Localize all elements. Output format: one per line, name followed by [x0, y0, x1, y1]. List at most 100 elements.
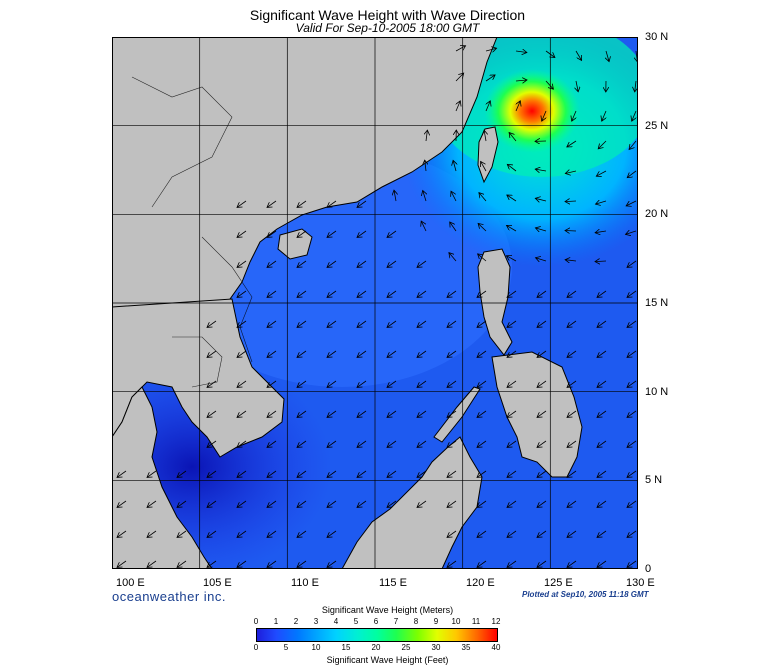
wave-arrow [387, 410, 397, 417]
wave-arrow [147, 470, 157, 477]
wave-arrow [565, 231, 577, 232]
wave-arrow [537, 410, 547, 417]
lat-label: 5 N [645, 474, 663, 486]
land-hainan [277, 228, 313, 260]
wave-arrow [627, 260, 637, 267]
wave-arrow [567, 320, 577, 327]
lat-label: 15 N [645, 297, 669, 309]
wave-arrow [327, 500, 337, 507]
lon-label: 100 E [116, 577, 145, 589]
wave-arrow [629, 140, 637, 150]
wave-arrow [207, 410, 217, 417]
wave-arrow [567, 470, 577, 477]
wave-arrow [597, 350, 607, 357]
colorbar-feet-tick: 5 [283, 643, 289, 652]
wave-arrow [602, 110, 606, 121]
wave-arrow [237, 530, 247, 537]
colorbar [256, 628, 498, 642]
colorbar-feet-tick: 35 [461, 643, 471, 652]
lat-label: 20 N [645, 208, 669, 220]
wave-arrow [477, 440, 487, 447]
wave-arrow [567, 500, 577, 507]
wave-arrow [297, 470, 307, 477]
wave-arrow [177, 560, 187, 567]
plot-timestamp: Plotted at Sep10, 2005 11:18 GMT [522, 590, 649, 599]
colorbar-feet-tick: 10 [311, 643, 321, 652]
wave-arrow [453, 160, 456, 172]
wave-arrow [486, 101, 490, 112]
wave-arrow [477, 530, 487, 537]
wave-arrow [627, 560, 637, 567]
colorbar-feet-tick: 30 [431, 643, 441, 652]
wave-arrow [207, 500, 217, 507]
wave-arrow [537, 560, 547, 567]
wave-arrow [627, 470, 637, 477]
wave-arrow [207, 470, 217, 477]
wave-arrow [207, 530, 217, 537]
wave-arrow [565, 171, 577, 174]
wave-arrow [567, 380, 577, 387]
colorbar-meter-tick: 12 [491, 617, 501, 626]
wave-arrow [267, 290, 277, 297]
colorbar-title-meters: Significant Wave Height (Meters) [321, 605, 454, 615]
wave-arrow [447, 380, 457, 387]
colorbar-meter-tick: 11 [471, 617, 481, 626]
wave-arrow [147, 560, 157, 567]
wave-arrow [327, 260, 337, 267]
wave-arrow [267, 350, 277, 357]
wave-arrow [327, 440, 337, 447]
wave-arrow [632, 110, 636, 121]
wave-arrow [387, 350, 397, 357]
wave-arrow [596, 170, 607, 176]
wave-arrow [537, 470, 547, 477]
wave-arrow [565, 260, 577, 261]
wave-arrow [450, 222, 457, 232]
colorbar-meter-tick: 7 [393, 617, 399, 626]
wave-arrow [596, 201, 607, 204]
wave-arrow [597, 290, 607, 297]
wave-arrow [635, 80, 636, 92]
wave-arrow [417, 410, 427, 417]
wave-arrow [627, 380, 637, 387]
wave-arrow [297, 320, 307, 327]
wave-arrow [237, 200, 247, 207]
wave-arrow [627, 350, 637, 357]
wave-arrow [447, 350, 457, 357]
wave-arrow [297, 380, 307, 387]
wave-arrow [567, 530, 577, 537]
colorbar-feet-tick: 15 [341, 643, 351, 652]
wave-arrow [237, 260, 247, 267]
chart-subtitle: Valid For Sep-10-2005 18:00 GMT [295, 21, 480, 35]
wave-arrow [626, 200, 637, 206]
wave-arrow [595, 261, 607, 262]
wave-arrow [425, 160, 426, 172]
lon-label: 120 E [466, 577, 495, 589]
wave-arrow [117, 470, 127, 477]
wave-arrow [357, 380, 367, 387]
wave-arrow [507, 225, 517, 232]
wave-arrow [417, 260, 427, 267]
wave-arrow [507, 380, 517, 387]
wave-arrow [117, 560, 127, 567]
wave-arrow [515, 51, 527, 53]
wave-arrow [597, 320, 607, 327]
wave-arrow [267, 260, 277, 267]
wave-arrow [506, 256, 517, 262]
lon-label: 115 E [379, 577, 407, 589]
land-taiwan [477, 126, 499, 184]
wave-arrow [537, 500, 547, 507]
wave-arrow [447, 320, 457, 327]
wave-arrow [567, 560, 577, 567]
wave-arrow [447, 500, 457, 507]
wave-arrow [545, 80, 553, 89]
wave-arrow [207, 560, 217, 567]
wave-arrow [597, 530, 607, 537]
wave-arrow [507, 470, 517, 477]
wave-arrow [387, 230, 397, 237]
colorbar-meter-tick: 1 [273, 617, 279, 626]
wave-arrow [267, 410, 277, 417]
wave-arrow [477, 470, 487, 477]
brand-logo: oceanweather inc. [112, 589, 227, 604]
wave-arrow [567, 350, 577, 357]
wave-arrow [481, 161, 487, 172]
